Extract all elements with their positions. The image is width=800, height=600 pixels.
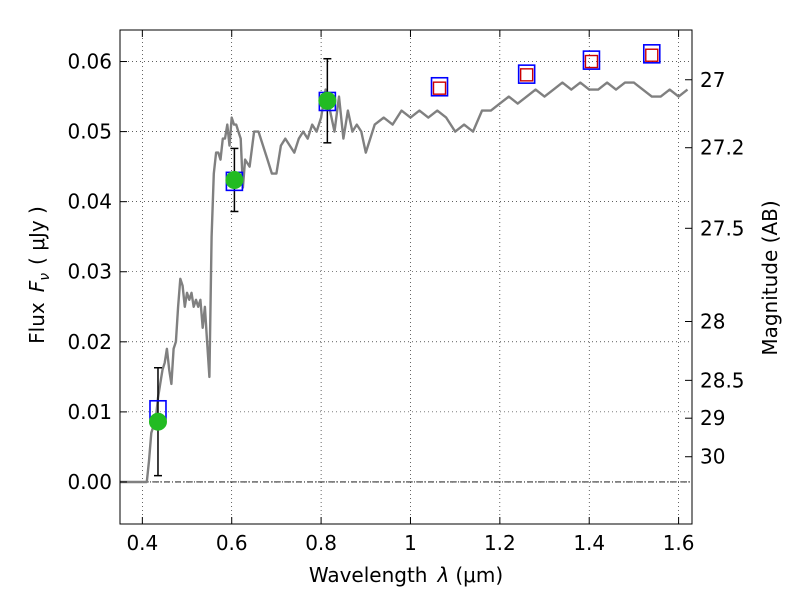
x-tick-label: 1 [404, 531, 417, 555]
model-flux-red-square [519, 68, 534, 82]
model-flux-blue-square [642, 44, 661, 64]
model-flux-red-square [645, 48, 659, 62]
y-tick-label: 0.04 [67, 190, 112, 214]
x-tick-label: 1.4 [573, 531, 605, 555]
photometry-points [148, 44, 661, 477]
y2-tick-label: 28 [700, 309, 725, 333]
x-tick-label: 0.4 [126, 531, 158, 555]
x-axis-title: Wavelength λ (μm) [309, 563, 503, 587]
model-flux-blue-square [430, 76, 449, 97]
model-flux-red-square [432, 81, 447, 95]
measured-flux-point [225, 170, 244, 189]
plot-frame [119, 29, 693, 525]
y2-tick-label: 27.5 [700, 216, 745, 240]
y-tick-label: 0.02 [67, 330, 112, 354]
y-tick-label: 0.06 [67, 50, 112, 74]
y2-tick-label: 29 [700, 406, 725, 430]
y2-tick-label: 27 [700, 68, 725, 92]
measured-flux-point [148, 412, 167, 431]
model-flux-blue-square [582, 50, 601, 70]
x-tick-label: 0.6 [216, 531, 248, 555]
sed-model-series [120, 81, 689, 484]
y2-axis-title: Magnitude (AB) [758, 200, 782, 355]
y-tick-label: 0.05 [67, 120, 112, 144]
x-tick-label: 0.8 [305, 531, 337, 555]
model-flux-blue-square [517, 64, 536, 84]
grid [120, 30, 692, 524]
sed-model-line [120, 81, 689, 484]
axis-ticks: 0.4 0.6 0.8 1 1.2 1.4 1.6 0.00 0.01 0.02 0.03 0.04 0… [67, 30, 745, 555]
model-flux-red-square [584, 54, 599, 69]
measured-flux-point [318, 91, 337, 110]
y-tick-label: 0.03 [67, 260, 112, 284]
y2-tick-label: 30 [700, 445, 725, 469]
y-tick-label: 0.01 [67, 400, 112, 424]
y2-tick-label: 27.2 [700, 136, 745, 160]
y2-tick-label: 28.5 [700, 368, 745, 392]
y-tick-label: 0.00 [67, 470, 112, 494]
x-tick-label: 1.2 [484, 531, 516, 555]
x-tick-label: 1.6 [663, 531, 695, 555]
y-axis-title: FluxFν( μJy ) [25, 206, 53, 344]
